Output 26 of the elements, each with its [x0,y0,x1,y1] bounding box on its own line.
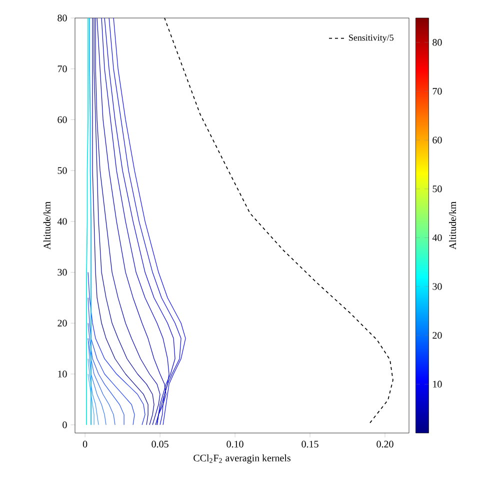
x-tick-label: 0.10 [226,440,244,448]
y-tick-label: 40 [57,218,67,225]
y-tick-label: 60 [58,116,67,124]
color-bar-title: Altitude/km [449,202,456,250]
y-tick-label: 50 [58,167,67,174]
x-tick-label: 0.20 [376,440,394,448]
color-bar-label: 80 [432,39,442,46]
x-axis-title: CCl$_{2}$F$_{2}$ averagin kernels [194,454,290,464]
x-tick-label: 0 [82,440,88,448]
color-bar-label: 70 [432,88,442,95]
color-bar-label: 60 [432,136,442,144]
color-bar-label: 50 [432,186,442,192]
y-tick-label: 20 [58,320,67,327]
x-tick-label: 0.05 [152,440,168,448]
y-tick-label: 0 [62,422,67,428]
y-tick-label: 80 [58,14,67,22]
y-tick-label: 30 [58,268,67,276]
color-bar-label: 20 [432,332,442,339]
y-axis-title: Altitude/km [43,202,50,250]
y-tick-label: 10 [58,370,67,378]
y-tick-label: 70 [58,65,67,72]
legend-label: Sensitivity/5 [349,34,394,43]
color-bar-label: 30 [432,283,442,290]
color-bar-label: 10 [433,380,442,388]
color-bar-label: 40 [432,234,442,242]
x-tick-label: 0.15 [302,440,318,448]
